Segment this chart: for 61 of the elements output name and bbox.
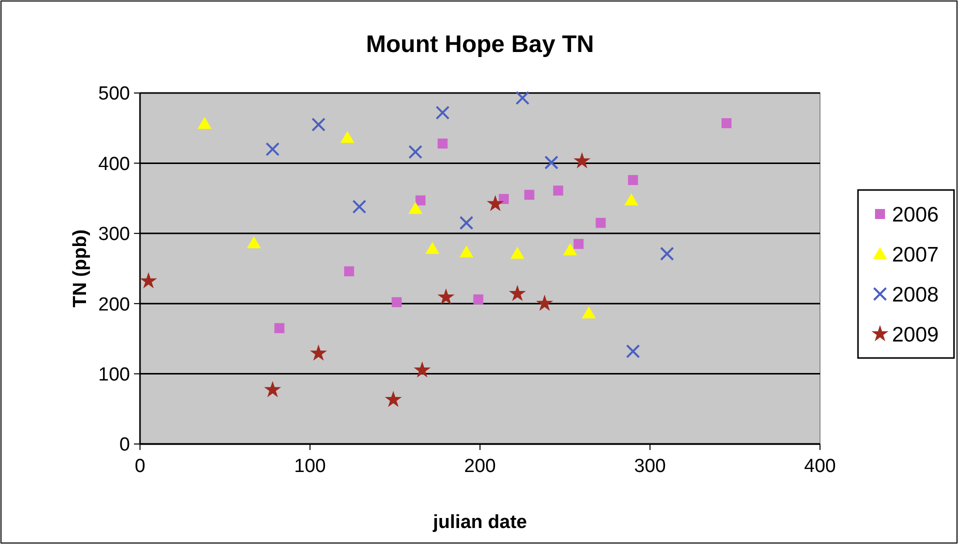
point [274, 323, 284, 334]
point [246, 236, 261, 248]
x-tick-label: 400 [804, 456, 836, 477]
y-tick-label: 300 [98, 224, 130, 246]
point [392, 297, 402, 308]
point [574, 238, 584, 249]
point [508, 284, 526, 302]
point [384, 390, 402, 408]
y-axis-title: TN (ppb) [70, 229, 91, 308]
point [516, 90, 530, 105]
point [310, 344, 328, 361]
x-tick-label: 100 [294, 456, 326, 477]
x-tick-label: 0 [134, 456, 146, 477]
x-tick-label: 200 [464, 456, 496, 477]
point [498, 194, 509, 204]
point [510, 246, 524, 259]
point [436, 106, 450, 120]
point [596, 218, 606, 228]
x-tick-label: 300 [634, 456, 666, 477]
point [340, 130, 354, 143]
point [438, 138, 448, 149]
chart-title: Mount Hope Bay TN [366, 31, 594, 58]
point [352, 200, 366, 214]
point [459, 216, 474, 230]
y-tick-label: 0 [119, 434, 130, 456]
legend-label: 2008 [892, 283, 939, 306]
y-tick-label: 100 [98, 364, 130, 386]
point [198, 116, 212, 129]
point [722, 118, 732, 128]
point [626, 344, 640, 358]
point [414, 361, 431, 378]
legend-label: 2007 [892, 243, 939, 266]
y-tick-label: 500 [98, 84, 130, 105]
point [553, 186, 564, 196]
point [624, 193, 638, 206]
point [544, 156, 558, 170]
point [266, 142, 280, 156]
point [486, 194, 504, 212]
point [573, 152, 591, 168]
point [473, 294, 484, 304]
point [264, 380, 282, 398]
point [312, 118, 326, 132]
point [408, 202, 422, 214]
legend-label: 2009 [892, 323, 939, 346]
point [416, 195, 426, 206]
point [524, 190, 534, 200]
point [582, 306, 596, 318]
point [536, 294, 554, 311]
point [628, 175, 638, 186]
point [344, 266, 354, 276]
y-tick-label: 400 [98, 154, 130, 175]
point [140, 272, 158, 288]
legend-label: 2006 [892, 203, 939, 226]
point [437, 288, 455, 305]
point [408, 144, 422, 159]
point [563, 243, 578, 256]
point [425, 242, 440, 254]
y-tick-label: 200 [98, 294, 130, 316]
x-axis-title: julian date [432, 512, 527, 533]
point [660, 246, 674, 261]
point [459, 245, 474, 258]
